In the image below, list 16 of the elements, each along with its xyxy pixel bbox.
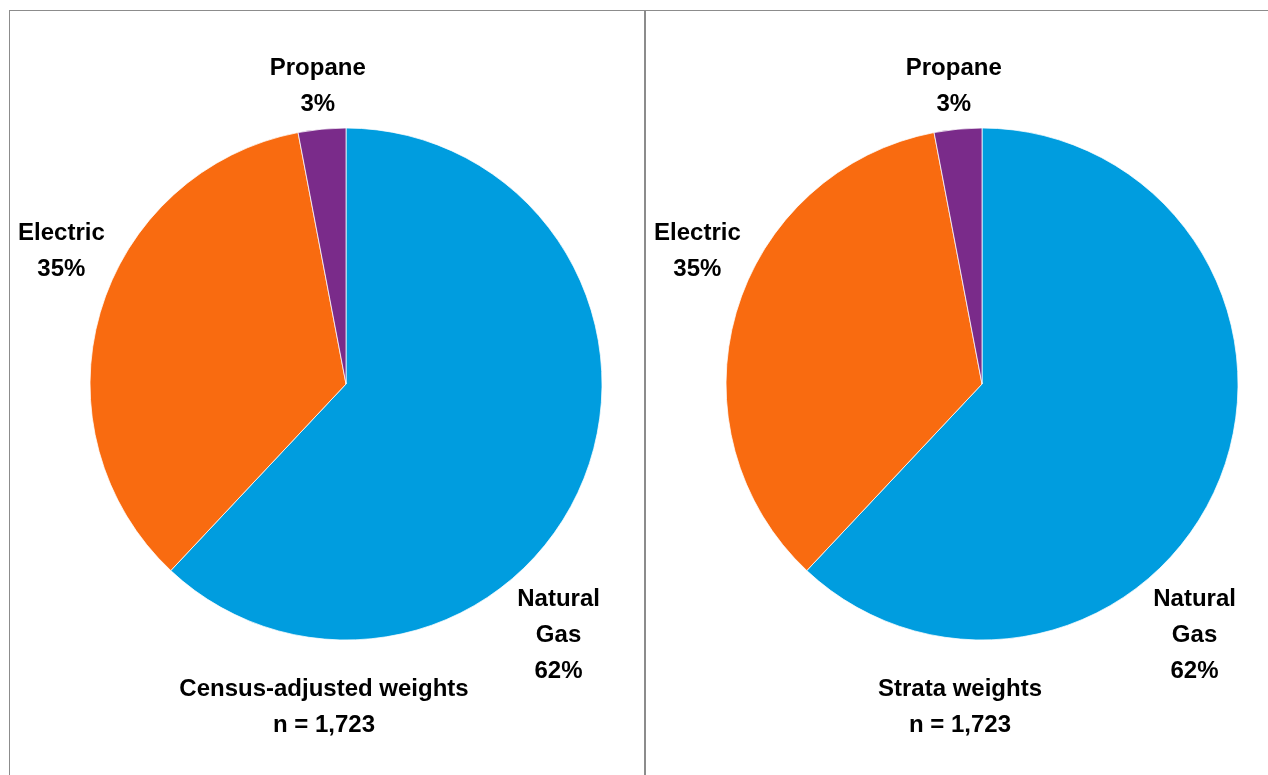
slice-label: Electric [654, 218, 741, 246]
data-label: 35% [673, 254, 722, 282]
data-label: 62% [1170, 656, 1219, 684]
text: n = 1,723 [908, 710, 1012, 738]
data-label: 35% [37, 254, 86, 282]
data-label: 62% [534, 656, 583, 684]
slice-label: Natural Gas [517, 584, 600, 648]
slice-label: Electric [18, 218, 105, 246]
text: n = 1,723 [272, 710, 376, 738]
slice-label: Propane [269, 53, 366, 81]
data-label: 3% [300, 89, 336, 117]
data-label: 3% [936, 89, 972, 117]
text: Census-adjusted weights [179, 674, 469, 702]
slice-label: Natural Gas [1153, 584, 1236, 648]
text: Strata weights [878, 674, 1043, 702]
slice-label: Propane [905, 53, 1002, 81]
